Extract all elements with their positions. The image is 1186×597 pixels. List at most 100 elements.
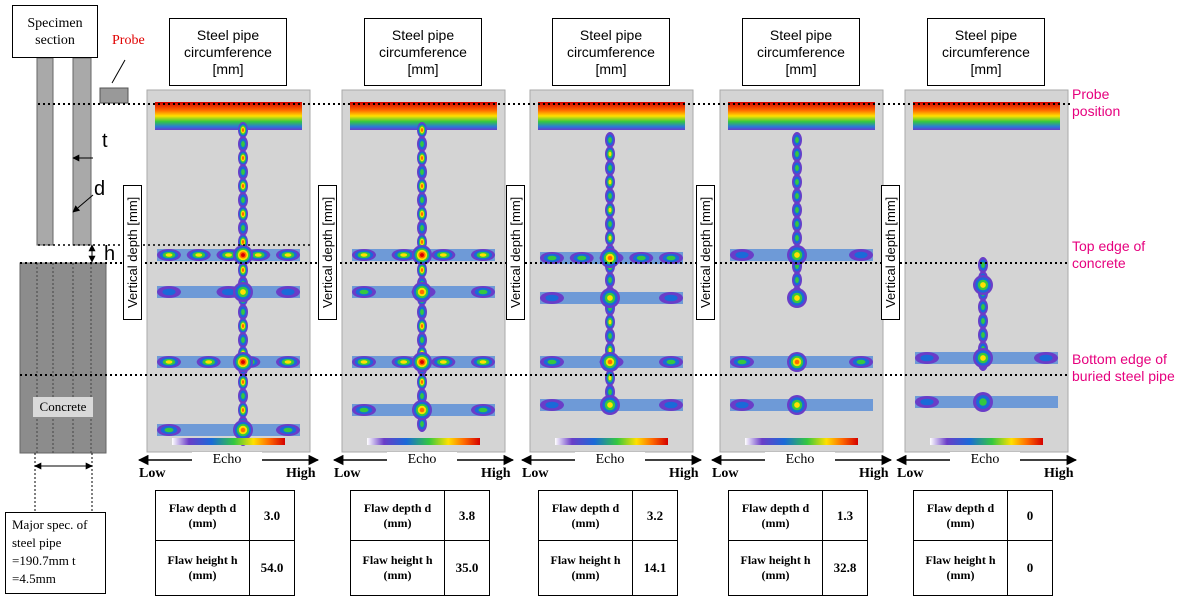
scan-surface-echo bbox=[155, 102, 302, 130]
echo-blob bbox=[225, 253, 232, 257]
echo-blob bbox=[240, 289, 246, 295]
echo-blob bbox=[439, 360, 447, 364]
echo-blob bbox=[240, 427, 246, 433]
echo-high: High bbox=[669, 466, 699, 481]
flaw-table: Flaw depth d (mm) 3.8 Flaw height h (mm) 35… bbox=[350, 490, 490, 596]
scan-colorbar bbox=[930, 438, 1043, 445]
echo-blob bbox=[241, 169, 245, 175]
flaw-row: Flaw depth d (mm) 3.0 bbox=[155, 490, 295, 541]
echo-blob bbox=[283, 427, 293, 433]
d-label: d bbox=[94, 178, 106, 200]
echo-high: High bbox=[481, 466, 511, 481]
echo-blob bbox=[981, 332, 985, 338]
echo-blob bbox=[241, 337, 245, 343]
echo-blob bbox=[607, 295, 613, 301]
echo-blob bbox=[735, 401, 749, 409]
scan-surface-echo bbox=[728, 102, 875, 130]
echo-blob bbox=[664, 401, 678, 409]
echo-low: Low bbox=[334, 466, 361, 481]
echo-blob bbox=[420, 324, 424, 328]
echo-blob bbox=[608, 333, 612, 339]
echo-blob bbox=[400, 360, 408, 364]
echo-label: Echo bbox=[950, 452, 1020, 468]
concrete-label: Concrete bbox=[33, 397, 93, 417]
echo-blob bbox=[608, 151, 612, 157]
echo-blob bbox=[420, 380, 424, 384]
echo-blob bbox=[241, 268, 245, 272]
echo-blob bbox=[478, 289, 488, 295]
echo-blob bbox=[420, 128, 424, 132]
y-axis-label: Vertical depth [mm] bbox=[123, 185, 142, 320]
echo-blob bbox=[284, 360, 292, 364]
echo-band bbox=[157, 424, 300, 436]
scan-colorbar bbox=[555, 438, 668, 445]
echo-blob bbox=[636, 255, 646, 261]
echo-blob bbox=[795, 179, 799, 185]
echo-blob bbox=[980, 282, 986, 288]
echo-blob bbox=[420, 421, 424, 427]
echo-blob bbox=[795, 193, 799, 199]
echo-low: Low bbox=[522, 466, 549, 481]
echo-blob bbox=[479, 360, 487, 364]
echo-blob bbox=[195, 253, 203, 257]
echo-blob bbox=[737, 359, 747, 365]
echo-blob bbox=[856, 359, 866, 365]
echo-blob bbox=[981, 318, 985, 324]
flaw-value: 1.3 bbox=[822, 490, 868, 541]
flaw-value: 54.0 bbox=[249, 540, 295, 596]
pipe-wall bbox=[36, 57, 54, 246]
flaw-value: 3.8 bbox=[444, 490, 490, 541]
echo-blob bbox=[795, 277, 799, 283]
flaw-row: Flaw height h (mm) 54.0 bbox=[155, 540, 295, 596]
echo-blob bbox=[241, 225, 245, 231]
echo-blob bbox=[608, 193, 612, 199]
echo-blob bbox=[981, 304, 985, 310]
echo-blob bbox=[205, 360, 213, 364]
echo-blob bbox=[794, 252, 800, 258]
echo-blob bbox=[360, 253, 368, 257]
echo-low: Low bbox=[139, 466, 166, 481]
probe-leader bbox=[111, 59, 126, 84]
echo-blob bbox=[794, 359, 800, 365]
echo-blob bbox=[420, 393, 424, 399]
echo-blob bbox=[854, 251, 868, 259]
h-label: h bbox=[104, 243, 116, 265]
echo-blob bbox=[547, 359, 557, 365]
echo-blob bbox=[608, 277, 612, 283]
echo-blob bbox=[664, 294, 678, 302]
echo-blob bbox=[241, 408, 245, 412]
echo-blob bbox=[545, 294, 559, 302]
echo-blob bbox=[666, 359, 676, 365]
echo-blob bbox=[241, 184, 245, 188]
echo-blob bbox=[478, 407, 488, 413]
echo-blob bbox=[479, 253, 487, 257]
echo-blob bbox=[608, 235, 612, 241]
reference-label: Probe position bbox=[1072, 86, 1152, 120]
scan-surface-echo bbox=[913, 102, 1060, 130]
echo-label: Echo bbox=[765, 452, 835, 468]
echo-label: Echo bbox=[192, 452, 262, 468]
flaw-value: 35.0 bbox=[444, 540, 490, 596]
flaw-row: Flaw height h (mm) 32.8 bbox=[728, 540, 868, 596]
spec-box: Major spec. of steel pipe =190.7mm t =4.… bbox=[5, 512, 106, 594]
echo-blob bbox=[165, 253, 173, 257]
y-axis-label: Vertical depth [mm] bbox=[506, 185, 525, 320]
echo-blob bbox=[254, 253, 262, 257]
echo-blob bbox=[794, 295, 800, 301]
echo-blob bbox=[284, 253, 292, 257]
flaw-value: 0 bbox=[1007, 490, 1053, 541]
flaw-label: Flaw height h (mm) bbox=[728, 540, 823, 596]
echo-blob bbox=[359, 407, 369, 413]
echo-blob bbox=[795, 235, 799, 241]
echo-blob bbox=[164, 427, 174, 433]
flaw-value: 0 bbox=[1007, 540, 1053, 596]
reference-label: Bottom edge of buried steel pipe bbox=[1072, 351, 1180, 385]
echo-blob bbox=[1039, 354, 1053, 362]
flaw-label: Flaw depth d (mm) bbox=[155, 490, 250, 541]
echo-high: High bbox=[1044, 466, 1074, 481]
echo-blob bbox=[608, 137, 612, 143]
echo-low: Low bbox=[897, 466, 924, 481]
echo-band bbox=[157, 356, 300, 368]
echo-blob bbox=[241, 197, 245, 203]
flaw-label: Flaw depth d (mm) bbox=[350, 490, 445, 541]
